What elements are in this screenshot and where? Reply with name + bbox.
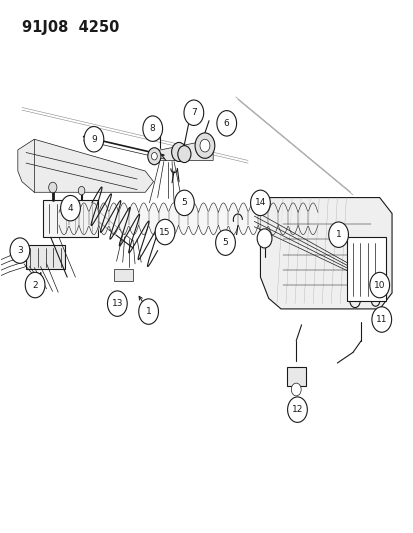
Circle shape bbox=[256, 229, 271, 248]
Text: 6: 6 bbox=[223, 119, 229, 128]
Text: 12: 12 bbox=[291, 405, 302, 414]
Circle shape bbox=[369, 272, 389, 298]
Circle shape bbox=[25, 272, 45, 298]
Circle shape bbox=[78, 187, 85, 195]
Circle shape bbox=[250, 190, 270, 216]
Circle shape bbox=[10, 238, 30, 263]
Text: 2: 2 bbox=[32, 280, 38, 289]
Circle shape bbox=[142, 116, 162, 141]
Circle shape bbox=[60, 196, 80, 221]
Polygon shape bbox=[260, 198, 391, 309]
Text: 5: 5 bbox=[222, 238, 228, 247]
Circle shape bbox=[107, 291, 127, 317]
Text: 7: 7 bbox=[190, 108, 196, 117]
Circle shape bbox=[151, 152, 157, 160]
Circle shape bbox=[216, 111, 236, 136]
Circle shape bbox=[199, 139, 209, 152]
Circle shape bbox=[84, 126, 104, 152]
Polygon shape bbox=[155, 139, 213, 160]
Circle shape bbox=[147, 148, 161, 165]
Circle shape bbox=[371, 307, 391, 332]
Polygon shape bbox=[346, 237, 385, 301]
Circle shape bbox=[177, 146, 190, 163]
Text: 91J08  4250: 91J08 4250 bbox=[22, 20, 119, 35]
Text: 4: 4 bbox=[67, 204, 73, 213]
Circle shape bbox=[328, 222, 348, 247]
Text: 1: 1 bbox=[145, 307, 151, 316]
Text: 10: 10 bbox=[373, 280, 385, 289]
Circle shape bbox=[155, 219, 175, 245]
Circle shape bbox=[49, 182, 57, 193]
Text: 5: 5 bbox=[181, 198, 187, 207]
Circle shape bbox=[287, 397, 306, 422]
Circle shape bbox=[215, 230, 235, 255]
Circle shape bbox=[138, 299, 158, 324]
Circle shape bbox=[171, 142, 186, 161]
Text: 1: 1 bbox=[335, 230, 341, 239]
Text: 11: 11 bbox=[375, 315, 387, 324]
Circle shape bbox=[291, 383, 300, 396]
Text: 13: 13 bbox=[112, 299, 123, 308]
Polygon shape bbox=[26, 245, 65, 269]
Circle shape bbox=[195, 133, 214, 158]
Polygon shape bbox=[18, 139, 153, 192]
Polygon shape bbox=[43, 200, 98, 237]
Text: 14: 14 bbox=[254, 198, 266, 207]
Text: 8: 8 bbox=[150, 124, 155, 133]
Text: 3: 3 bbox=[17, 246, 23, 255]
Circle shape bbox=[174, 190, 194, 216]
Polygon shape bbox=[114, 269, 133, 281]
Text: 15: 15 bbox=[159, 228, 171, 237]
Circle shape bbox=[183, 100, 203, 125]
Polygon shape bbox=[287, 367, 305, 386]
Text: 9: 9 bbox=[91, 135, 97, 144]
